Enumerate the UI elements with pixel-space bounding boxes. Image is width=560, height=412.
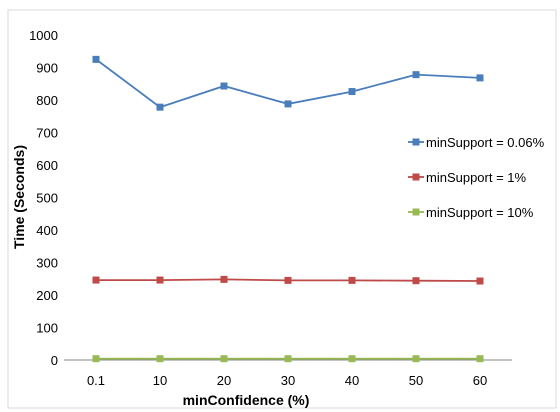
plot-area	[92, 55, 484, 363]
y-tick-label: 1000	[29, 28, 58, 43]
data-point	[284, 355, 292, 363]
data-point	[348, 88, 356, 96]
x-tick-label: 30	[281, 373, 295, 388]
data-point	[220, 275, 228, 283]
x-tick-label: 20	[217, 373, 231, 388]
data-point	[348, 276, 356, 284]
y-tick-label: 600	[36, 158, 58, 173]
data-point	[412, 355, 420, 363]
y-tick-label: 100	[36, 321, 58, 336]
x-tick-label: 40	[345, 373, 359, 388]
x-tick-label: 60	[473, 373, 487, 388]
data-point	[476, 74, 484, 82]
y-tick-label: 400	[36, 223, 58, 238]
legend-label: minSupport = 0.06%	[426, 135, 545, 150]
data-point	[220, 82, 228, 90]
legend-item: minSupport = 10%	[408, 205, 534, 220]
data-point	[156, 276, 164, 284]
y-tick-label: 500	[36, 191, 58, 206]
data-point	[476, 355, 484, 363]
data-point	[92, 355, 100, 363]
legend-item: minSupport = 0.06%	[408, 135, 545, 150]
x-tick-label: 50	[409, 373, 423, 388]
x-tick-label: 0.1	[87, 373, 105, 388]
legend-marker	[412, 173, 420, 181]
legend-marker	[412, 208, 420, 216]
y-tick-label: 800	[36, 93, 58, 108]
x-axis-title: minConfidence (%)	[183, 392, 310, 408]
legend-marker	[412, 138, 420, 146]
data-point	[156, 355, 164, 363]
series-3	[92, 355, 484, 363]
series-2	[92, 275, 484, 285]
data-point	[284, 276, 292, 284]
series-1	[92, 55, 484, 111]
y-tick-label: 0	[51, 353, 58, 368]
data-point	[220, 355, 228, 363]
data-point	[412, 71, 420, 79]
data-point	[476, 277, 484, 285]
data-point	[348, 355, 356, 363]
legend-item: minSupport = 1%	[408, 170, 527, 185]
y-tick-label: 700	[36, 126, 58, 141]
y-tick-label: 200	[36, 288, 58, 303]
x-axis: 0.1 10 20 30 40 50 60	[87, 373, 487, 388]
legend-label: minSupport = 1%	[426, 170, 527, 185]
x-tick-label: 10	[153, 373, 167, 388]
y-axis: 0 100 200 300 400 500 600 700 800 900 1000	[29, 28, 58, 368]
data-point	[412, 277, 420, 285]
data-point	[156, 103, 164, 111]
y-axis-title: Time (Seconds)	[11, 145, 27, 249]
data-point	[92, 276, 100, 284]
y-tick-label: 300	[36, 256, 58, 271]
y-tick-label: 900	[36, 61, 58, 76]
legend-label: minSupport = 10%	[426, 205, 534, 220]
data-point	[284, 100, 292, 108]
legend: minSupport = 0.06% minSupport = 1% minSupp…	[408, 135, 545, 220]
data-point	[92, 55, 100, 63]
